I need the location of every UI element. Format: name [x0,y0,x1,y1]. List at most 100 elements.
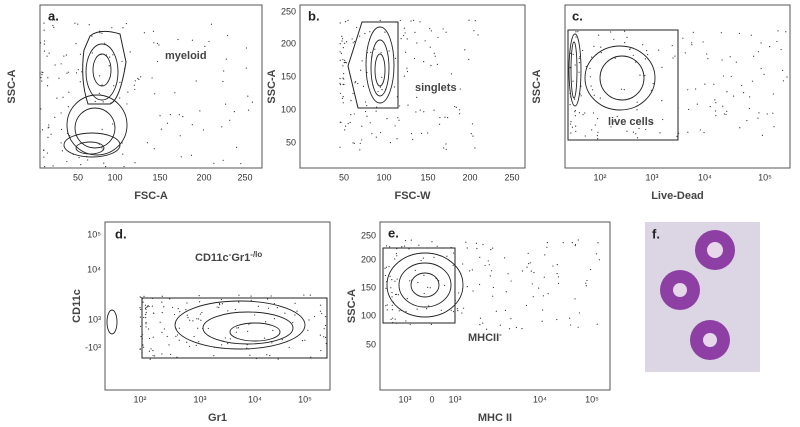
event-dot [377,90,379,93]
event-dot [594,124,596,126]
event-dot [488,264,490,266]
event-dot [430,65,432,67]
event-dot [472,290,474,292]
event-dot [390,318,392,320]
event-dot [186,341,188,343]
event-dot [385,305,387,307]
event-dot [166,122,169,124]
event-dot [404,51,407,53]
event-dot [369,31,371,33]
event-dot [391,309,394,311]
event-dot [359,142,361,144]
event-dot [384,267,386,269]
event-dot [39,42,42,44]
event-dot [492,247,494,249]
event-dot [556,264,558,266]
event-dot [52,24,54,27]
event-dot [585,282,587,284]
event-dot [208,40,210,43]
event-dot [632,131,635,133]
y-tick-label: 250 [281,6,296,16]
event-dot [266,354,268,356]
event-dot [88,24,90,26]
x-tick-label: 150 [420,172,435,182]
panel-letter: f. [652,226,660,241]
event-dot [364,33,366,35]
event-dot [319,334,321,336]
event-dot [753,55,755,57]
event-dot [401,246,403,248]
event-dot [442,28,444,30]
x-axis-label: FSC-W [394,190,431,202]
x-axis-label: FSC-A [134,190,168,202]
event-dot [476,247,478,250]
event-dot [600,51,602,54]
event-dot [652,83,654,85]
event-dot [504,257,506,259]
event-dot [354,81,357,83]
event-dot [593,94,595,96]
event-dot [198,318,200,320]
event-dot [723,113,726,115]
event-dot [396,322,398,324]
event-dot [46,152,49,154]
event-dot [272,329,274,332]
event-dot [344,125,347,127]
event-dot [166,335,168,338]
event-dot [508,328,511,330]
event-dot [578,57,580,60]
contour [568,33,582,107]
x-tick-label: 100 [107,172,122,182]
event-dot [339,146,341,148]
event-dot [186,314,188,316]
event-dot [349,121,351,124]
event-dot [726,110,728,112]
event-dot [420,132,423,134]
event-dot [590,85,592,87]
event-dot [366,51,368,54]
x-axis-label: Gr1 [208,412,227,424]
event-dot [98,75,101,77]
event-dot [671,45,673,47]
event-dot [394,125,396,127]
event-dot [459,113,461,115]
event-dot [495,310,497,312]
event-dot [123,165,125,168]
gate-label-part: CD11c [195,252,229,264]
event-dot [435,277,437,280]
event-dot [112,54,114,56]
event-dot [507,273,509,275]
event-dot [674,55,676,57]
event-dot [110,102,112,104]
event-dot [592,112,595,114]
event-dot [410,20,412,22]
event-dot [156,60,159,63]
event-dot [342,96,344,98]
event-dot [375,110,377,112]
event-dot [101,147,103,149]
event-dot [144,307,147,309]
event-dot [43,29,45,31]
event-dot [575,36,577,38]
event-dot [339,92,342,94]
event-dot [40,76,42,79]
event-dot [60,112,62,114]
event-dot [456,308,458,310]
event-dot [198,301,201,303]
event-dot [339,84,342,86]
event-dot [423,111,425,113]
event-dot [221,303,224,305]
event-dot [122,153,124,155]
event-dot [99,94,101,96]
gate-label-part: live cells [608,116,654,128]
x-tick-label: 10³ [448,394,461,404]
event-dot [433,256,435,259]
event-dot [178,327,181,329]
event-dot [178,114,180,116]
event-dot [53,26,55,29]
event-dot [521,328,523,330]
event-dot [251,101,253,103]
event-dot [346,41,348,43]
event-dot [589,67,591,70]
event-dot [436,245,438,247]
